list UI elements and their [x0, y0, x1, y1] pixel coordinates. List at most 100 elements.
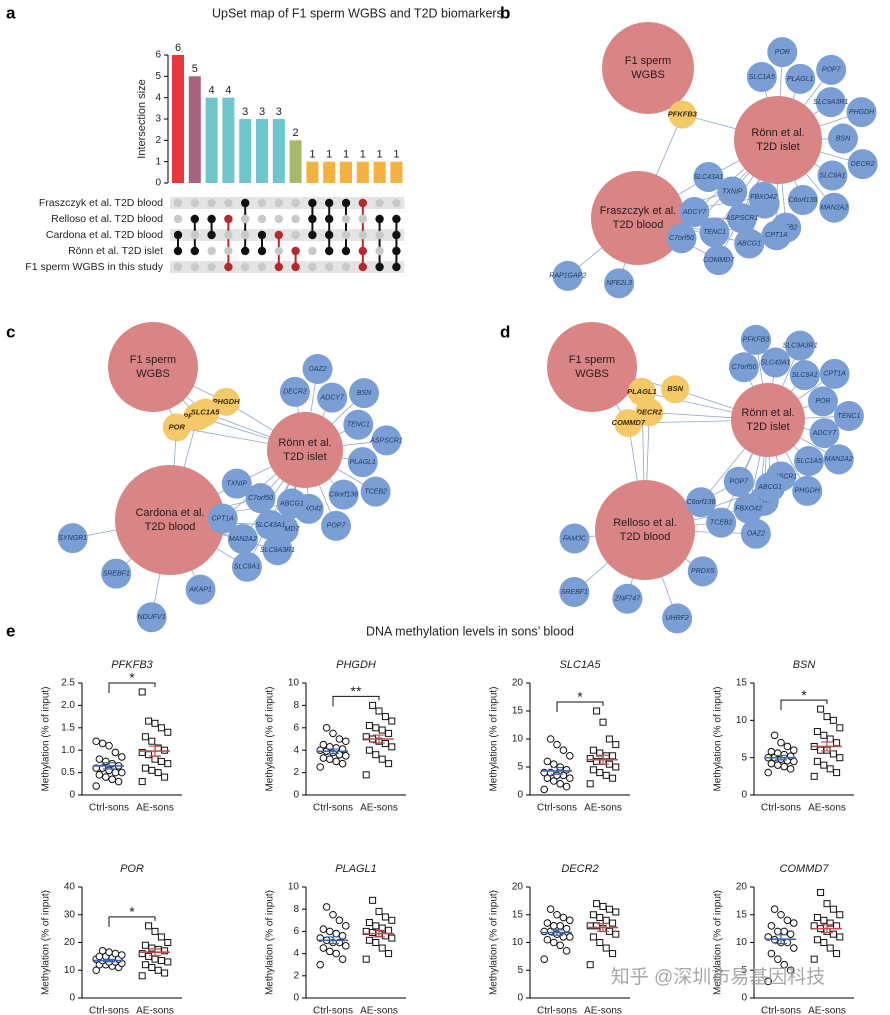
- point: [836, 933, 844, 941]
- gene-node: [136, 602, 167, 633]
- point: [823, 900, 831, 908]
- panel-label: c: [6, 322, 15, 341]
- point: [605, 735, 613, 743]
- gene-node: [662, 603, 693, 634]
- point: [338, 759, 347, 768]
- gene-label: ABCG1: [279, 500, 304, 507]
- gene-label: POR: [815, 398, 830, 405]
- value-label: 1: [360, 149, 366, 161]
- point: [388, 717, 396, 725]
- y-tick-label: 0: [293, 790, 299, 801]
- point: [820, 761, 828, 769]
- point: [770, 905, 779, 914]
- point: [385, 729, 393, 737]
- gene-node: [661, 375, 690, 404]
- point: [111, 748, 120, 757]
- point: [774, 927, 782, 936]
- y-tick-label: 0: [741, 790, 747, 801]
- point: [157, 724, 165, 732]
- hub-label: T2D blood: [145, 521, 196, 533]
- bar: [323, 161, 336, 183]
- y-tick-label: 10: [736, 937, 748, 948]
- gene-node: [755, 472, 786, 503]
- gene-label: ADCY7: [319, 394, 344, 401]
- hub-label: F1 sperm: [130, 354, 176, 366]
- gene-label: PFKFB3: [668, 110, 698, 119]
- point: [602, 771, 610, 779]
- point: [365, 919, 373, 927]
- point: [777, 910, 785, 919]
- point: [335, 735, 344, 743]
- point: [157, 933, 165, 941]
- point: [151, 755, 159, 763]
- hub-label: T2D islet: [756, 141, 799, 153]
- hub-label: Fraszczyk et al.: [600, 205, 676, 217]
- point: [95, 771, 104, 779]
- y-tick-label: 20: [512, 882, 524, 893]
- point: [102, 773, 110, 781]
- gene-label: TCEB2: [364, 488, 387, 495]
- x-tick-label: AE-sons: [360, 1006, 398, 1015]
- gene-label: SLC9A3R1: [783, 342, 818, 349]
- point: [550, 760, 558, 769]
- gene-node: [302, 353, 333, 384]
- matrix-dot: [257, 230, 267, 240]
- sem-bar: [103, 762, 115, 770]
- point: [114, 777, 123, 786]
- point: [164, 939, 172, 946]
- point: [329, 729, 337, 738]
- bar: [239, 119, 252, 183]
- bar: [222, 97, 235, 183]
- y-tick-label: 2: [155, 135, 161, 146]
- y-tick-label: 1.0: [61, 745, 75, 756]
- significance-bracket: [108, 916, 156, 927]
- gene-label: SYNGR1: [58, 535, 87, 542]
- point: [375, 907, 383, 915]
- point: [365, 936, 373, 944]
- hub-node: [595, 480, 695, 580]
- point: [319, 740, 328, 749]
- matrix-dot: [325, 230, 334, 240]
- gene-node: [612, 583, 643, 614]
- y-tick-label: 0: [69, 993, 75, 1004]
- point: [95, 952, 104, 961]
- gene-node: [614, 409, 643, 438]
- point: [559, 913, 568, 922]
- gene-node: [717, 176, 748, 207]
- gene-label: PLAGL1: [627, 387, 657, 396]
- point: [338, 932, 347, 940]
- hub-node: [734, 96, 822, 184]
- x-tick-label: AE-sons: [360, 803, 398, 814]
- point: [559, 933, 568, 941]
- gene-label: COMMD7: [612, 418, 646, 427]
- gene-node: [666, 223, 697, 254]
- point: [365, 722, 373, 730]
- gene-label: CPT1A: [765, 232, 788, 239]
- bar: [289, 140, 302, 183]
- gene-label: MAN2A2: [229, 536, 257, 543]
- value-label: 3: [276, 106, 282, 118]
- gene-label: SLC9A3R1: [260, 547, 295, 554]
- point: [829, 905, 837, 913]
- point: [783, 916, 792, 925]
- gene-label: SLC43A1: [693, 174, 723, 181]
- matrix-dot: [207, 262, 216, 272]
- gene-label: POP7: [822, 67, 842, 74]
- value-label: 5: [192, 63, 198, 75]
- point: [553, 910, 561, 919]
- gene-node: [734, 228, 765, 259]
- matrix-dot: [224, 246, 233, 256]
- gene-label: C6orf136: [788, 197, 817, 204]
- matrix-dot: [325, 214, 334, 224]
- gene-label: TCEB2: [710, 519, 733, 526]
- point: [118, 768, 126, 777]
- point: [388, 743, 396, 751]
- y-tick-label: 15: [512, 706, 524, 717]
- gene-node: [785, 63, 816, 94]
- y-axis-label: Methylation (% of input): [265, 686, 276, 791]
- matrix-dot: [341, 214, 351, 224]
- chart-title: DECR2: [561, 863, 598, 875]
- gene-label: C7orf50: [731, 364, 756, 371]
- hub-node: [602, 22, 694, 114]
- gene-node: [559, 576, 590, 607]
